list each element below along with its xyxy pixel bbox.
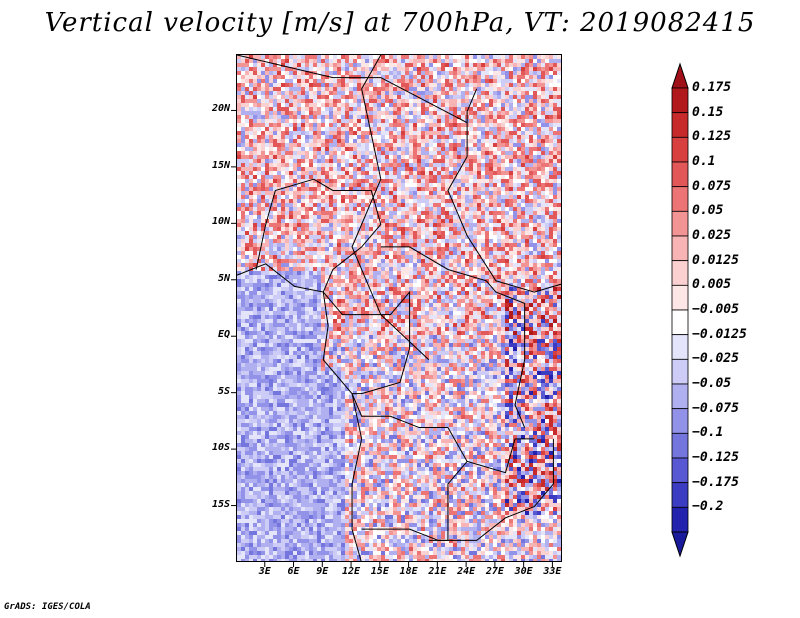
lon-tick-label: 9E bbox=[316, 566, 329, 577]
country-border bbox=[322, 290, 411, 395]
country-border bbox=[313, 178, 382, 293]
lon-tick-label: 6E bbox=[287, 566, 300, 577]
country-border bbox=[466, 438, 535, 474]
colorbar-level-label: −0.1 bbox=[692, 425, 724, 441]
colorbar-level-label: −0.025 bbox=[692, 351, 739, 367]
coastline bbox=[237, 263, 363, 561]
vertical-velocity-field bbox=[237, 55, 561, 561]
colorbar-swatch bbox=[671, 186, 689, 212]
lon-tick-label: 21E bbox=[428, 566, 447, 577]
colorbar-swatch bbox=[671, 210, 689, 237]
lat-tick-label: 15N bbox=[211, 159, 230, 171]
colorbar-level-label: −0.125 bbox=[692, 450, 739, 465]
colorbar-level-label: 0.0125 bbox=[692, 252, 739, 268]
lat-tick-label: 10N bbox=[211, 216, 230, 228]
lon-tick-label: 3E bbox=[258, 566, 271, 577]
software-credit: GrADS: IGES/COLA bbox=[4, 602, 91, 612]
colorbar-level-label: 0.05 bbox=[692, 203, 724, 219]
colorbar-level-label: 0.1 bbox=[692, 154, 716, 169]
colorbar-swatch bbox=[671, 284, 689, 311]
chart-title: Vertical velocity [m/s] at 700hPa, VT: 2… bbox=[44, 8, 756, 38]
colorbar-level-label: −0.2 bbox=[692, 499, 724, 515]
lon-tick-label: 15E bbox=[370, 566, 389, 577]
lon-tick-label: 12E bbox=[342, 566, 361, 577]
colorbar-swatch bbox=[671, 334, 689, 360]
colorbar-swatch bbox=[671, 260, 689, 286]
colorbar-level-label: −0.0125 bbox=[692, 326, 747, 342]
map-panel bbox=[236, 54, 562, 562]
colorbar-swatch bbox=[671, 383, 689, 410]
lon-tick-label: 24E bbox=[457, 566, 476, 577]
lon-tick-label: 33E bbox=[543, 566, 562, 577]
colorbar-level-label: −0.05 bbox=[692, 376, 732, 391]
colorbar-level-label: 0.125 bbox=[692, 129, 732, 145]
colorbar-swatch bbox=[671, 235, 689, 262]
country-border bbox=[361, 438, 554, 541]
colorbar-swatch bbox=[671, 309, 689, 336]
lat-tick-label: 20N bbox=[211, 103, 230, 115]
country-border bbox=[351, 55, 430, 361]
lat-tick-label: 5N bbox=[217, 272, 230, 284]
colorbar-swatch bbox=[671, 457, 689, 484]
colorbar-level-label: 0.005 bbox=[692, 277, 732, 293]
colorbar-swatch bbox=[671, 408, 689, 434]
colorbar-swatch bbox=[671, 482, 689, 508]
colorbar-swatch bbox=[671, 136, 689, 163]
colorbar-level-label: 0.025 bbox=[692, 228, 732, 243]
colorbar-max-arrow bbox=[671, 62, 689, 89]
colorbar-swatch bbox=[671, 87, 689, 114]
country-border bbox=[255, 178, 314, 270]
colorbar-level-label: 0.15 bbox=[692, 104, 724, 120]
country-border bbox=[380, 246, 526, 428]
colorbar-level-label: −0.175 bbox=[692, 474, 739, 490]
lon-tick-label: 30E bbox=[514, 566, 533, 577]
lat-tick-label: 15S bbox=[211, 498, 230, 510]
country-border bbox=[447, 88, 561, 293]
lon-tick-label: 18E bbox=[399, 566, 418, 577]
colorbar-level-label: 0.075 bbox=[692, 178, 732, 194]
colorbar-level-label: −0.005 bbox=[692, 302, 739, 317]
colorbar-swatch bbox=[671, 112, 689, 138]
lat-tick-label: 5S bbox=[217, 385, 230, 397]
colorbar-swatch bbox=[671, 432, 689, 459]
colorbar-swatch bbox=[671, 358, 689, 385]
lon-tick-label: 27E bbox=[485, 566, 504, 577]
country-border bbox=[237, 55, 468, 124]
country-border bbox=[351, 393, 468, 541]
colorbar-min-arrow bbox=[671, 531, 689, 558]
lat-tick-label: 10S bbox=[211, 442, 230, 454]
colorbar-level-label: −0.075 bbox=[692, 400, 739, 416]
colorbar-swatch bbox=[671, 161, 689, 188]
lat-tick-label: EQ bbox=[217, 329, 230, 341]
colorbar-swatch bbox=[671, 506, 689, 533]
colorbar-level-label: 0.175 bbox=[692, 80, 732, 95]
